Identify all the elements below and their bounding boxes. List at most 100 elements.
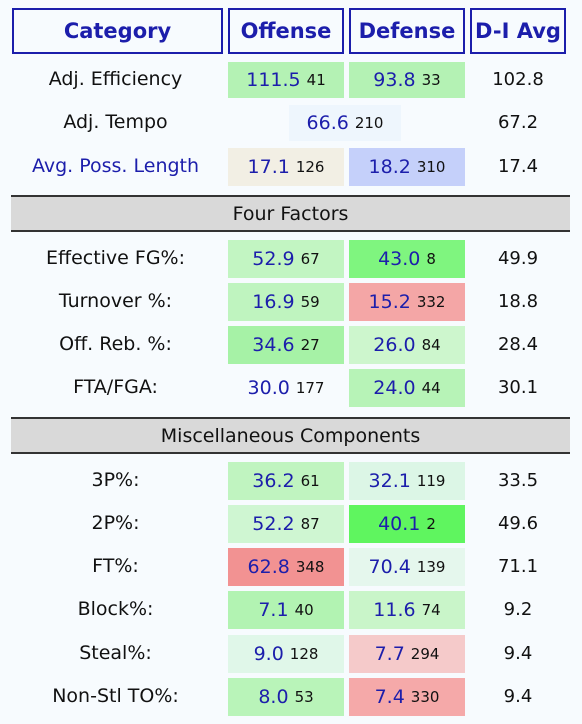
offense-rank: 177 bbox=[295, 379, 325, 397]
offense-cell: 62.8 348 bbox=[228, 548, 344, 586]
row-label: FTA/FGA: bbox=[73, 376, 158, 398]
offense-value: 111.5 bbox=[246, 69, 301, 91]
header-offense[interactable]: Offense bbox=[228, 8, 344, 54]
defense-value: 7.7 bbox=[374, 643, 405, 665]
defense-rank: 330 bbox=[410, 688, 440, 706]
offense-value: 16.9 bbox=[252, 291, 295, 313]
table-row: Adj. Tempo 66.6 210 67.2 bbox=[0, 105, 582, 141]
header-category-label: Category bbox=[63, 19, 172, 43]
defense-value: 15.2 bbox=[368, 291, 411, 313]
offense-cell: 7.1 40 bbox=[228, 591, 344, 629]
table-row: Block%: 7.1 40 11.6 74 9.2 bbox=[0, 591, 582, 629]
d1-avg-value: 28.4 bbox=[497, 334, 539, 355]
defense-value: 7.4 bbox=[374, 686, 405, 708]
d1-avg-value: 49.9 bbox=[497, 248, 539, 269]
defense-rank: 119 bbox=[416, 472, 446, 490]
section-header-misc-components: Miscellaneous Components bbox=[11, 417, 570, 454]
defense-cell: 43.0 8 bbox=[349, 240, 465, 278]
offense-rank: 128 bbox=[289, 645, 319, 663]
tempo-rank: 210 bbox=[354, 114, 384, 132]
defense-rank: 2 bbox=[426, 515, 436, 533]
table-row: FT%: 62.8 348 70.4 139 71.1 bbox=[0, 548, 582, 586]
d1-avg-value: 9.2 bbox=[503, 599, 533, 620]
header-d1-avg: D-I Avg bbox=[470, 8, 566, 54]
defense-rank: 139 bbox=[416, 558, 446, 576]
d1-avg-value: 49.6 bbox=[497, 513, 539, 534]
table-row: Non-Stl TO%: 8.0 53 7.4 330 9.4 bbox=[0, 678, 582, 716]
defense-rank: 33 bbox=[421, 71, 441, 89]
d1-avg-value: 18.8 bbox=[497, 291, 539, 312]
row-label: FT%: bbox=[92, 555, 139, 577]
defense-cell: 70.4 139 bbox=[349, 548, 465, 586]
defense-value: 26.0 bbox=[373, 334, 416, 356]
header-offense-label: Offense bbox=[240, 19, 332, 43]
offense-value: 7.1 bbox=[258, 599, 289, 621]
offense-value: 30.0 bbox=[247, 377, 290, 399]
offense-value: 36.2 bbox=[252, 470, 295, 492]
defense-cell: 15.2 332 bbox=[349, 283, 465, 321]
avg-poss-length-link[interactable]: Avg. Poss. Length bbox=[31, 155, 200, 177]
defense-rank: 84 bbox=[421, 336, 441, 354]
header-defense-label: Defense bbox=[358, 19, 456, 43]
defense-rank: 8 bbox=[426, 250, 436, 268]
offense-rank: 40 bbox=[294, 601, 314, 619]
row-label: Turnover %: bbox=[58, 290, 173, 312]
offense-value: 62.8 bbox=[247, 556, 290, 578]
defense-cell: 24.0 44 bbox=[349, 369, 465, 407]
row-label: Block%: bbox=[77, 598, 154, 620]
defense-rank: 294 bbox=[410, 645, 440, 663]
section-header-four-factors: Four Factors bbox=[11, 195, 570, 232]
offense-cell: 52.9 67 bbox=[228, 240, 344, 278]
d1-avg-value: 71.1 bbox=[497, 556, 539, 577]
table-row: Effective FG%: 52.9 67 43.0 8 49.9 bbox=[0, 240, 582, 278]
d1-avg-value: 9.4 bbox=[503, 686, 533, 707]
header-category: Category bbox=[12, 8, 223, 54]
table-row: FTA/FGA: 30.0 177 24.0 44 30.1 bbox=[0, 369, 582, 407]
offense-value: 17.1 bbox=[247, 156, 290, 178]
row-label: Steal%: bbox=[79, 642, 152, 664]
tempo-cell: 66.6 210 bbox=[289, 105, 401, 141]
defense-rank: 332 bbox=[416, 293, 446, 311]
offense-rank: 27 bbox=[300, 336, 320, 354]
table-row: Steal%: 9.0 128 7.7 294 9.4 bbox=[0, 635, 582, 673]
row-label: Adj. Tempo bbox=[63, 111, 168, 133]
table-row: Adj. Efficiency 111.5 41 93.8 33 102.8 bbox=[0, 62, 582, 98]
offense-value: 34.6 bbox=[252, 334, 295, 356]
offense-value: 52.2 bbox=[252, 513, 295, 535]
offense-cell: 9.0 128 bbox=[228, 635, 344, 673]
offense-rank: 61 bbox=[300, 472, 320, 490]
d1-avg-value: 9.4 bbox=[503, 643, 533, 664]
defense-cell: 7.7 294 bbox=[349, 635, 465, 673]
d1-avg-value: 30.1 bbox=[497, 377, 539, 398]
section-title: Miscellaneous Components bbox=[160, 424, 421, 447]
row-label: 3P%: bbox=[91, 469, 140, 491]
defense-rank: 310 bbox=[416, 158, 446, 176]
d1-avg-value: 67.2 bbox=[497, 112, 539, 133]
row-label: Off. Reb. %: bbox=[59, 333, 172, 355]
offense-rank: 126 bbox=[295, 158, 325, 176]
defense-value: 40.1 bbox=[378, 513, 421, 535]
header-defense[interactable]: Defense bbox=[349, 8, 465, 54]
row-label: Effective FG%: bbox=[45, 247, 186, 269]
defense-cell: 11.6 74 bbox=[349, 591, 465, 629]
table-row: Off. Reb. %: 34.6 27 26.0 84 28.4 bbox=[0, 326, 582, 364]
table-row: 3P%: 36.2 61 32.1 119 33.5 bbox=[0, 462, 582, 500]
defense-rank: 44 bbox=[421, 379, 441, 397]
defense-cell: 32.1 119 bbox=[349, 462, 465, 500]
row-label: Adj. Efficiency bbox=[48, 68, 183, 90]
header-avg-label: D-I Avg bbox=[475, 19, 561, 43]
defense-value: 24.0 bbox=[373, 377, 416, 399]
row-label: 2P%: bbox=[91, 512, 140, 534]
offense-rank: 53 bbox=[294, 688, 314, 706]
defense-value: 11.6 bbox=[373, 599, 416, 621]
offense-cell: 30.0 177 bbox=[228, 369, 344, 407]
offense-cell: 52.2 87 bbox=[228, 505, 344, 543]
defense-value: 93.8 bbox=[373, 69, 416, 91]
tempo-value: 66.6 bbox=[306, 112, 349, 134]
defense-value: 18.2 bbox=[368, 156, 411, 178]
defense-cell: 18.2 310 bbox=[349, 148, 465, 186]
defense-value: 43.0 bbox=[378, 248, 421, 270]
table-row: Turnover %: 16.9 59 15.2 332 18.8 bbox=[0, 283, 582, 321]
offense-value: 8.0 bbox=[258, 686, 289, 708]
offense-cell: 17.1 126 bbox=[228, 148, 344, 186]
